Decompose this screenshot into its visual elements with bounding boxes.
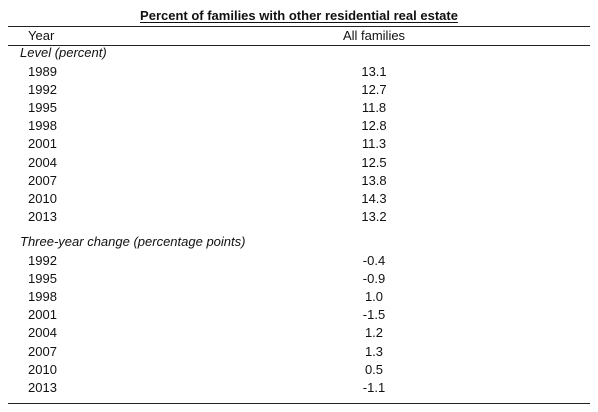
table-row: 2001 11.3: [0, 135, 598, 153]
row-value: 13.2: [361, 208, 387, 224]
section-label-level: Level (percent): [20, 45, 107, 60]
row-year: 2007: [28, 172, 57, 188]
table-row: 1992 -0.4: [0, 252, 598, 270]
table-title: Percent of families with other residenti…: [0, 8, 598, 24]
row-value: 0.5: [364, 361, 384, 377]
row-year: 2001: [28, 307, 57, 323]
row-year: 1992: [28, 253, 57, 268]
row-year: 1989: [28, 64, 57, 79]
row-value: -0.9: [362, 271, 386, 287]
row-value: 11.8: [361, 100, 387, 116]
row-year: 2013: [28, 379, 57, 395]
table-row: 1992 12.7: [0, 81, 598, 99]
row-value: 11.3: [361, 136, 387, 152]
table-row: 1998 12.8: [0, 117, 598, 135]
row-value: 12.8: [361, 118, 387, 134]
table-title-text: Percent of families with other residenti…: [140, 8, 458, 23]
row-value: -0.4: [362, 253, 386, 268]
table-row: 1989 13.1: [0, 63, 598, 81]
row-year: 2013: [28, 208, 57, 224]
row-value: 1.2: [364, 325, 384, 341]
table-row: 2010 14.3: [0, 190, 598, 208]
row-year: 2004: [28, 154, 57, 170]
row-year: 2007: [28, 343, 57, 359]
table-row: 2007 13.8: [0, 172, 598, 190]
table-row: 2013 -1.1: [0, 379, 598, 397]
table-bottom-rule: [8, 403, 590, 404]
row-value: -1.5: [362, 307, 386, 323]
row-year: 2010: [28, 361, 57, 377]
table-row: 2007 1.3: [0, 343, 598, 361]
row-year: 1992: [28, 82, 57, 98]
row-year: 1995: [28, 100, 57, 116]
table-row: 2004 12.5: [0, 154, 598, 172]
row-value: -1.1: [362, 379, 386, 395]
row-year: 2004: [28, 325, 57, 341]
row-year: 1998: [28, 118, 57, 134]
table-row: 1995 -0.9: [0, 270, 598, 288]
column-header-all-families: All families: [342, 28, 406, 43]
table-row: 2001 -1.5: [0, 306, 598, 324]
row-value: 13.8: [361, 172, 387, 188]
row-value: 13.1: [361, 64, 387, 79]
row-value: 1.0: [364, 289, 384, 305]
row-year: 2010: [28, 190, 57, 206]
row-year: 1998: [28, 289, 57, 305]
row-value: 14.3: [361, 190, 387, 206]
section-label-change: Three-year change (percentage points): [20, 234, 246, 249]
row-value: 1.3: [364, 343, 384, 359]
row-value: 12.5: [361, 154, 387, 170]
row-year: 2001: [28, 136, 57, 152]
row-value: 12.7: [361, 82, 387, 98]
header-bottom-rule: [8, 45, 590, 46]
header-top-rule: [8, 26, 590, 27]
table-row: 2013 13.2: [0, 208, 598, 226]
table-row: 1995 11.8: [0, 99, 598, 117]
table-row: 2010 0.5: [0, 361, 598, 379]
table-row: 1998 1.0: [0, 288, 598, 306]
table-row: 2004 1.2: [0, 324, 598, 342]
row-year: 1995: [28, 271, 57, 287]
column-header-year: Year: [28, 28, 55, 43]
